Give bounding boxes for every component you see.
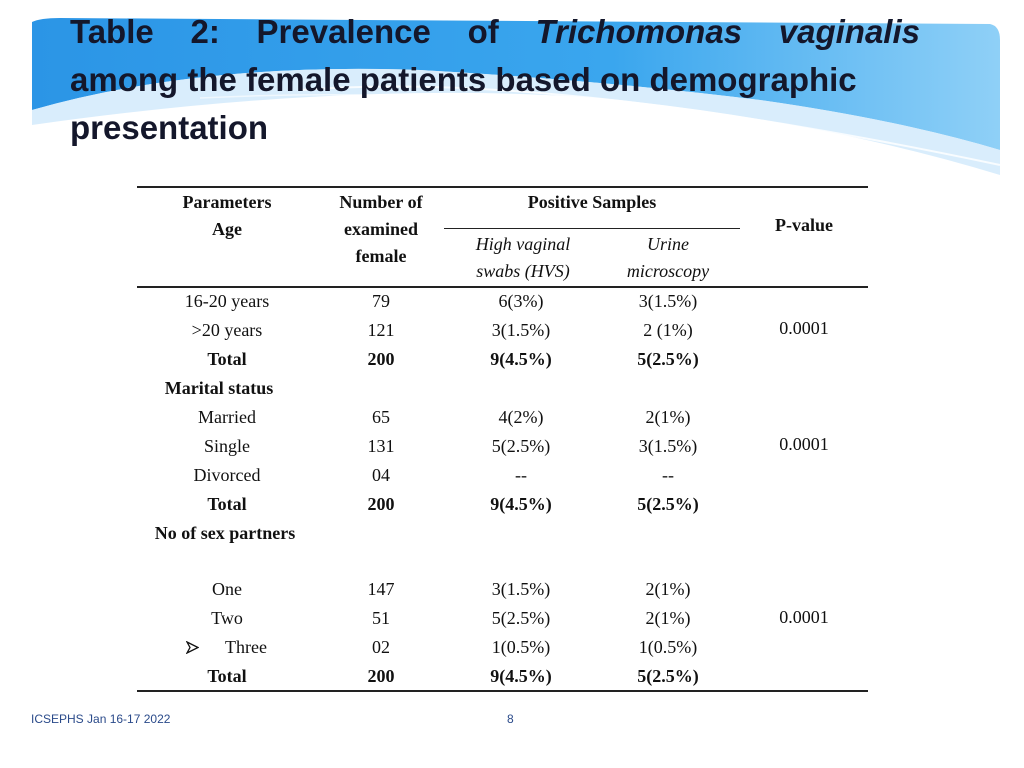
header-pvalue: P-value <box>775 215 833 235</box>
table-cell: 65 <box>372 407 390 427</box>
header-number-line1: Number of <box>339 192 423 212</box>
header-number-line2: examined <box>344 219 418 239</box>
table-cell-total: Total <box>207 349 247 369</box>
table-cell: -- <box>515 465 527 485</box>
table-cell: 4(2%) <box>498 407 544 427</box>
table-cell: Married <box>198 407 256 427</box>
table-cell: 6(3%) <box>498 291 544 311</box>
header-urine-line1: Urine <box>647 234 689 254</box>
table-cell-total: 9(4.5%) <box>490 494 552 514</box>
pvalue-age: 0.0001 <box>779 318 829 338</box>
title-word: Table <box>70 13 154 50</box>
table-cell: 5(2.5%) <box>491 608 551 628</box>
table-cell: 51 <box>372 608 390 628</box>
table-cell-total: 5(2.5%) <box>637 349 699 369</box>
arrow-bullet-icon <box>186 641 199 654</box>
table-cell: 79 <box>372 291 390 311</box>
table-cell: 2 (1%) <box>643 320 693 340</box>
title-line-3: presentation <box>70 109 269 146</box>
table-cell-total: 5(2.5%) <box>637 494 699 514</box>
header-hvs-line1: High vaginal <box>475 234 571 254</box>
header-positive-samples: Positive Samples <box>527 192 657 212</box>
footer-conference: ICSEPHS Jan 16-17 2022 <box>31 712 171 726</box>
header-hvs-line2: swabs (HVS) <box>476 261 570 281</box>
title-word: 2: <box>190 13 220 50</box>
table-top-rule <box>137 186 868 188</box>
table-cell: 2(1%) <box>645 407 691 427</box>
table-cell-total: 9(4.5%) <box>490 349 552 369</box>
header-urine-line2: microscopy <box>626 261 710 281</box>
header-banner <box>32 18 1001 181</box>
table-cell: -- <box>662 465 674 485</box>
table-cell: 5(2.5%) <box>491 436 551 456</box>
table-cell: 131 <box>367 436 395 456</box>
table-cell-total: 200 <box>367 494 395 514</box>
table-cell: 3(1.5%) <box>638 436 698 456</box>
table-cell-total: 200 <box>367 666 395 686</box>
pvalue-marital: 0.0001 <box>779 434 829 454</box>
table-cell: 2(1%) <box>645 608 691 628</box>
table-cell: Two <box>211 608 243 628</box>
header-age: Age <box>212 219 242 239</box>
table-cell: >20 years <box>191 320 263 340</box>
slide-title: Table 2: Prevalence of Trichomonas vagin… <box>70 8 920 152</box>
table-cell: Three <box>225 637 267 657</box>
table-cell: 1(0.5%) <box>638 637 698 657</box>
title-word: of <box>467 13 499 50</box>
table-cell: 04 <box>372 465 390 485</box>
table-cell: 16-20 years <box>184 291 270 311</box>
positive-samples-rule <box>444 228 740 229</box>
table-cell: 121 <box>367 320 395 340</box>
table-cell-total: 5(2.5%) <box>637 666 699 686</box>
table-cell: 1(0.5%) <box>491 637 551 657</box>
table-cell: Divorced <box>193 465 261 485</box>
table-cell-total: Total <box>207 494 247 514</box>
header-number-line3: female <box>355 246 407 266</box>
page-number: 8 <box>507 712 514 726</box>
table-cell: 147 <box>367 579 395 599</box>
header-bottom-rule <box>137 286 868 288</box>
table-cell: One <box>212 579 242 599</box>
table-cell: 3(1.5%) <box>491 320 551 340</box>
table-cell: 3(1.5%) <box>638 291 698 311</box>
table-cell: 2(1%) <box>645 579 691 599</box>
title-word-italic: vaginalis <box>778 13 920 50</box>
title-word-italic: Trichomonas <box>535 13 743 50</box>
header-parameters: Parameters <box>182 192 272 212</box>
section-heading: No of sex partners <box>154 523 296 543</box>
table-bottom-rule <box>137 690 868 692</box>
section-heading: Marital status <box>164 378 274 398</box>
table-cell: Single <box>203 436 251 456</box>
table-cell-total: Total <box>207 666 247 686</box>
title-line-2: among the female patients based on demog… <box>70 61 857 98</box>
title-word: Prevalence <box>256 13 431 50</box>
table-cell: 3(1.5%) <box>491 579 551 599</box>
table-cell-total: 200 <box>367 349 395 369</box>
pvalue-partners: 0.0001 <box>779 607 829 627</box>
table-cell: 02 <box>372 637 390 657</box>
table-cell-total: 9(4.5%) <box>490 666 552 686</box>
